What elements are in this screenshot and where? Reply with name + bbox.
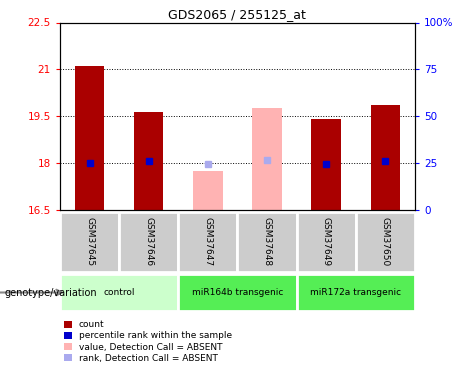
Bar xyxy=(311,119,341,210)
Bar xyxy=(178,274,296,311)
Text: GSM37649: GSM37649 xyxy=(322,217,331,267)
Bar xyxy=(134,112,164,210)
Bar xyxy=(371,105,400,210)
Bar xyxy=(75,66,104,210)
Bar xyxy=(252,108,282,210)
Text: GSM37647: GSM37647 xyxy=(203,217,213,267)
Bar xyxy=(119,212,178,272)
Bar xyxy=(296,212,356,272)
Text: GSM37645: GSM37645 xyxy=(85,217,94,267)
Title: GDS2065 / 255125_at: GDS2065 / 255125_at xyxy=(168,8,307,21)
Bar xyxy=(296,274,415,311)
Bar xyxy=(60,274,178,311)
Bar xyxy=(60,212,119,272)
Bar xyxy=(193,171,223,210)
Text: genotype/variation: genotype/variation xyxy=(5,288,97,297)
Bar xyxy=(237,212,296,272)
Text: GSM37646: GSM37646 xyxy=(144,217,153,267)
Legend: count, percentile rank within the sample, value, Detection Call = ABSENT, rank, : count, percentile rank within the sample… xyxy=(65,320,232,363)
Text: miR164b transgenic: miR164b transgenic xyxy=(192,288,283,297)
Text: GSM37648: GSM37648 xyxy=(262,217,272,267)
Bar xyxy=(356,212,415,272)
Text: miR172a transgenic: miR172a transgenic xyxy=(310,288,402,297)
Bar xyxy=(178,212,237,272)
Text: GSM37650: GSM37650 xyxy=(381,217,390,267)
Text: control: control xyxy=(103,288,135,297)
